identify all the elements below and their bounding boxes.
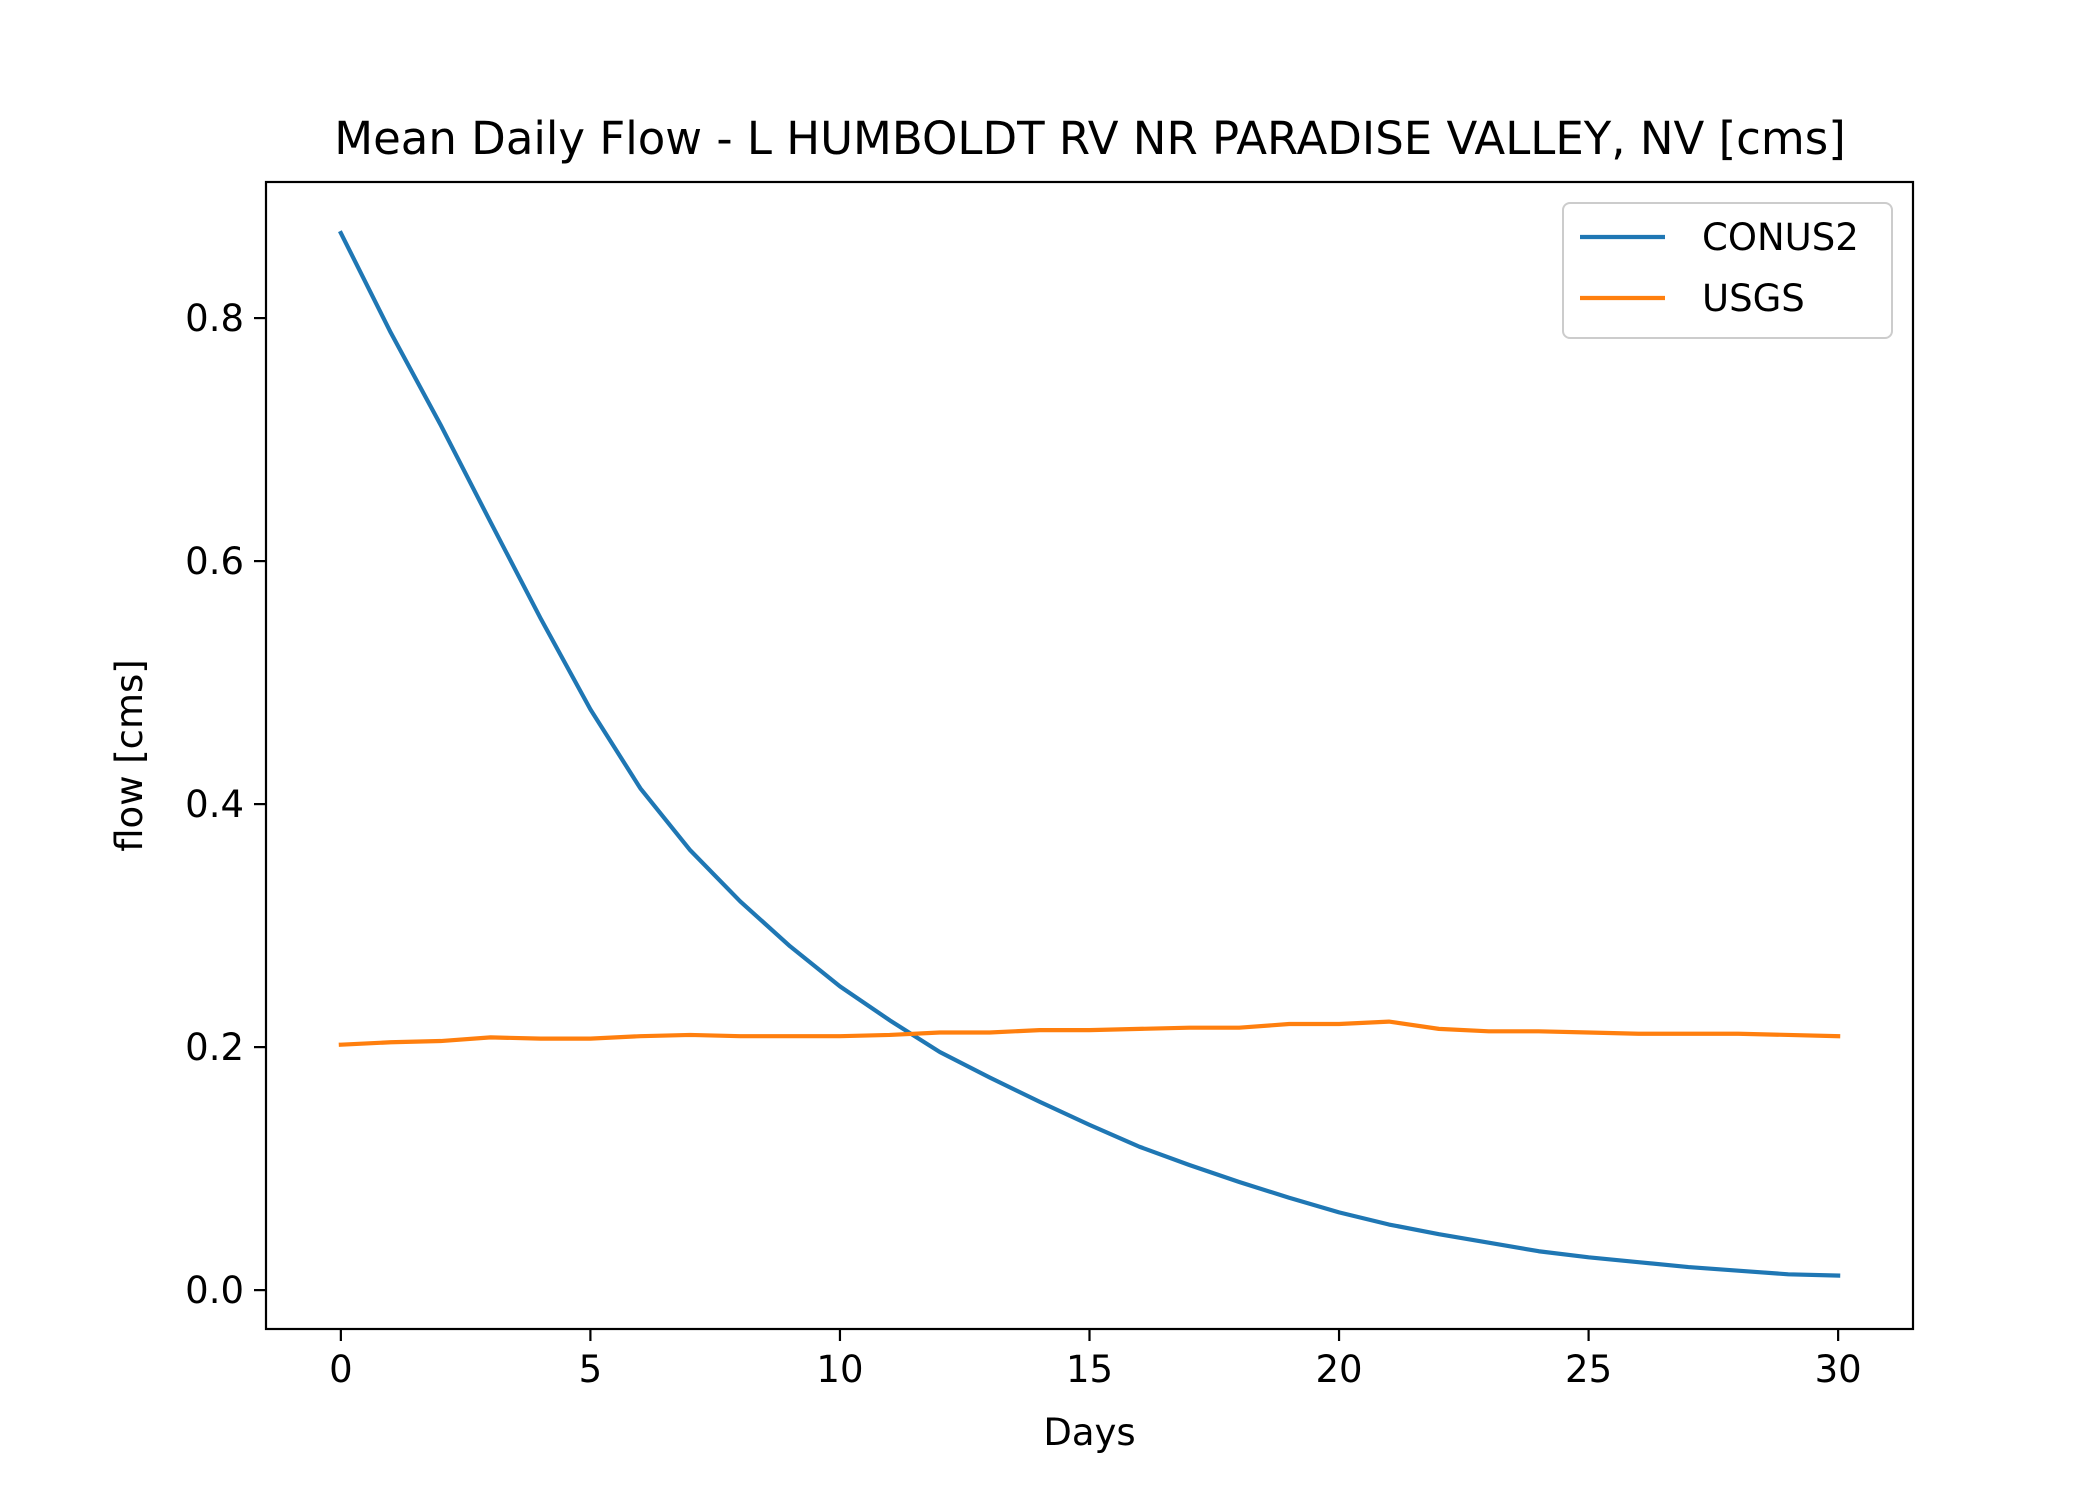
- series-line-conus2: [338, 230, 1841, 1278]
- y-axis-label: flow [cms]: [108, 659, 151, 852]
- y-tick-label: 0.8: [185, 297, 244, 340]
- y-tick-label: 0.4: [185, 783, 244, 826]
- x-axis: 0 5 10 15 20 25 30: [329, 1329, 1862, 1391]
- y-tick-label: 0.6: [185, 540, 244, 583]
- x-tick-label: 5: [579, 1348, 603, 1391]
- series-layer: [338, 230, 1841, 1278]
- y-axis: 0.0 0.2 0.4 0.6 0.8: [185, 297, 266, 1312]
- x-tick-label: 20: [1315, 1348, 1362, 1391]
- x-tick-label: 0: [329, 1348, 353, 1391]
- legend-label-usgs: USGS: [1702, 277, 1805, 320]
- y-tick-label: 0.0: [185, 1269, 244, 1312]
- x-tick-label: 10: [816, 1348, 863, 1391]
- y-tick-label: 0.2: [185, 1026, 244, 1069]
- x-axis-label: Days: [1043, 1411, 1135, 1454]
- legend: CONUS2 USGS: [1562, 202, 1893, 339]
- x-tick-label: 15: [1066, 1348, 1113, 1391]
- series-line-usgs: [338, 1019, 1841, 1047]
- x-tick-label: 30: [1815, 1348, 1862, 1391]
- chart-title: Mean Daily Flow - L HUMBOLDT RV NR PARAD…: [334, 112, 1846, 165]
- legend-entries: CONUS2 USGS: [1580, 216, 1859, 320]
- x-tick-label: 25: [1565, 1348, 1612, 1391]
- legend-label-conus2: CONUS2: [1702, 216, 1859, 259]
